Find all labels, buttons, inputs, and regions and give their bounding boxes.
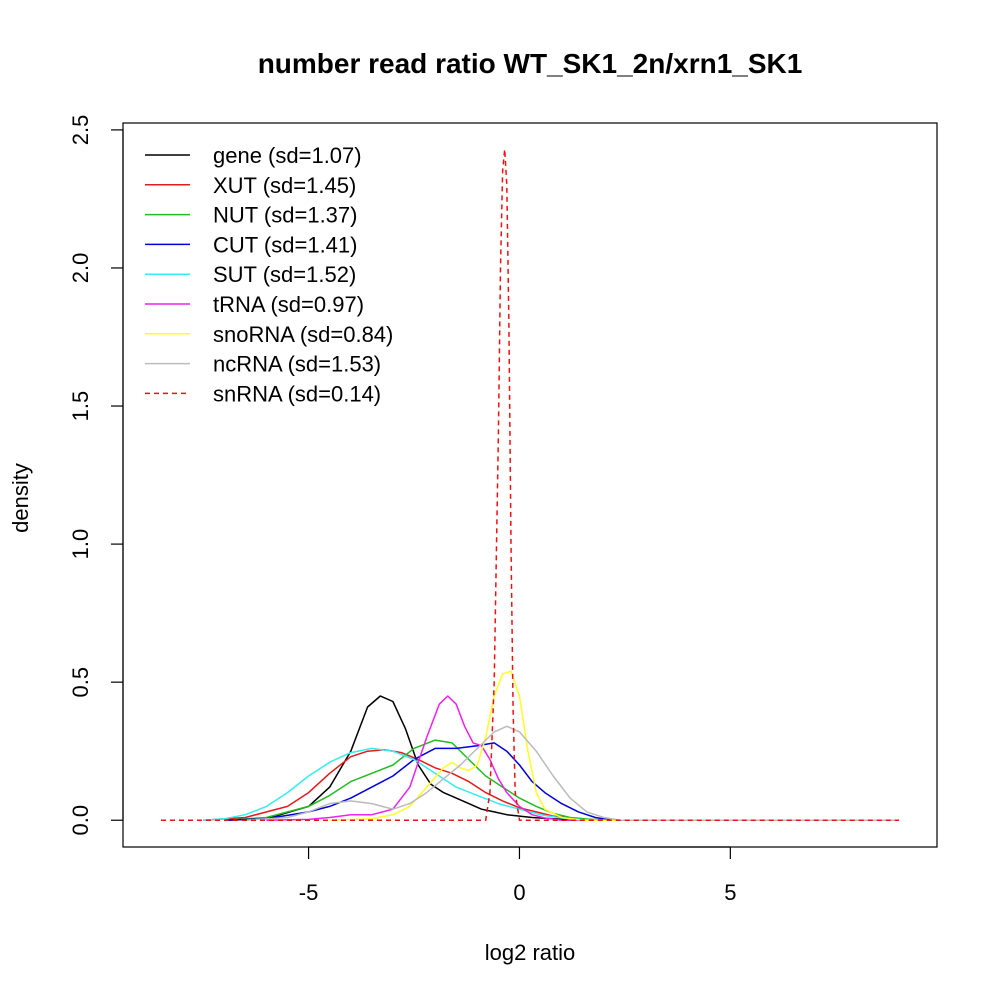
legend-label-8: snRNA (sd=0.14) bbox=[213, 381, 381, 406]
series-line-7 bbox=[245, 725, 899, 821]
y-tick-label: 1.0 bbox=[68, 529, 93, 560]
series-line-5 bbox=[266, 695, 899, 821]
y-tick-label: 1.5 bbox=[68, 391, 93, 422]
series-line-2 bbox=[224, 739, 899, 821]
y-axis: 0.0 0.5 1.0 1.5 2.0 2.5 bbox=[68, 115, 124, 836]
legend-label-0: gene (sd=1.07) bbox=[213, 143, 362, 168]
series-layer bbox=[161, 148, 899, 821]
x-tick-label: -5 bbox=[299, 880, 319, 905]
legend-label-4: SUT (sd=1.52) bbox=[213, 262, 356, 287]
x-axis-label: log2 ratio bbox=[485, 940, 576, 965]
legend-label-6: snoRNA (sd=0.84) bbox=[213, 322, 393, 347]
x-tick-label: 0 bbox=[513, 880, 525, 905]
series-line-4 bbox=[203, 747, 899, 821]
series-line-8 bbox=[161, 148, 899, 821]
legend-label-1: XUT (sd=1.45) bbox=[213, 173, 356, 198]
y-tick-label: 0.5 bbox=[68, 667, 93, 698]
series-line-3 bbox=[224, 742, 899, 821]
legend: gene (sd=1.07) XUT (sd=1.45) NUT (sd=1.37)… bbox=[145, 143, 393, 406]
y-axis-label: density bbox=[8, 463, 33, 533]
legend-label-2: NUT (sd=1.37) bbox=[213, 203, 357, 228]
legend-label-5: tRNA (sd=0.97) bbox=[213, 292, 364, 317]
legend-label-7: ncRNA (sd=1.53) bbox=[213, 352, 381, 377]
y-tick-label: 2.0 bbox=[68, 253, 93, 284]
y-tick-label: 0.0 bbox=[68, 805, 93, 836]
x-axis: -5 0 5 bbox=[299, 846, 736, 905]
legend-label-3: CUT (sd=1.41) bbox=[213, 232, 357, 257]
y-tick-label: 2.5 bbox=[68, 115, 93, 146]
chart-title: number read ratio WT_SK1_2n/xrn1_SK1 bbox=[258, 48, 803, 79]
x-tick-label: 5 bbox=[724, 880, 736, 905]
